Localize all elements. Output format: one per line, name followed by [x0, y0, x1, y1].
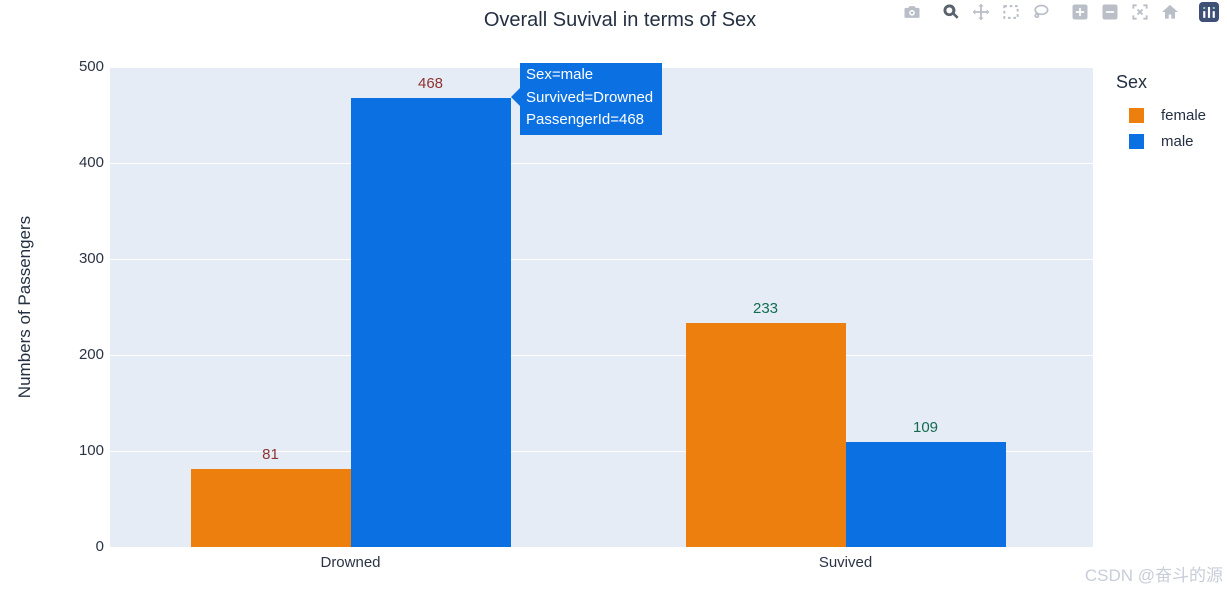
tooltip-line-survived: Survived=Drowned	[526, 88, 654, 106]
legend: Sex female male	[1114, 72, 1206, 154]
camera-icon[interactable]	[902, 2, 922, 22]
gridline	[110, 355, 1093, 356]
x-tick-label: Suvived	[818, 554, 873, 571]
reset-axes-home-icon[interactable]	[1160, 2, 1180, 22]
y-tick-label: 100	[78, 442, 104, 459]
bar-male-Suvived[interactable]	[845, 442, 1006, 547]
plotly-logo-icon[interactable]	[1199, 2, 1219, 22]
y-tick-label: 400	[78, 154, 104, 171]
modebar	[892, 2, 1219, 22]
legend-title: Sex	[1116, 72, 1148, 92]
legend-item-label: female	[1161, 106, 1207, 124]
bar-female-Drowned[interactable]	[190, 469, 351, 547]
autoscale-icon[interactable]	[1130, 2, 1150, 22]
tooltip-line-sex: Sex=male	[526, 66, 594, 83]
chart-title: Overall Suvival in terms of Sex	[483, 9, 757, 31]
zoom-in-icon[interactable]	[1070, 2, 1090, 22]
y-axis-title: Numbers of Passengers	[15, 215, 34, 399]
y-tick-label: 500	[78, 58, 104, 75]
x-tick-label: Drowned	[320, 554, 381, 571]
bar-value-label: 233	[752, 300, 779, 318]
legend-item-female[interactable]: female	[1114, 102, 1206, 128]
bar-female-Suvived[interactable]	[685, 323, 846, 547]
bar-value-label: 109	[912, 419, 939, 437]
pan-icon[interactable]	[971, 2, 991, 22]
bar-value-label: 81	[262, 446, 279, 464]
legend-item-male[interactable]: male	[1114, 128, 1206, 154]
zoom-icon[interactable]	[941, 2, 961, 22]
hover-tooltip: Sex=male Survived=Drowned PassengerId=46…	[511, 63, 663, 135]
zoom-out-icon[interactable]	[1100, 2, 1120, 22]
bar-male-Drowned[interactable]	[350, 97, 511, 547]
legend-swatch-male	[1129, 133, 1144, 149]
tooltip-arrow	[511, 88, 520, 106]
box-select-icon[interactable]	[1001, 2, 1021, 22]
gridline	[110, 451, 1093, 452]
csdn-watermark: CSDN @奋斗的源	[1084, 566, 1223, 585]
lasso-select-icon[interactable]	[1031, 2, 1051, 22]
gridline	[110, 163, 1093, 164]
y-tick-label: 300	[78, 250, 104, 267]
y-tick-label: 200	[78, 346, 104, 363]
legend-item-label: male	[1161, 132, 1194, 150]
legend-swatch-female	[1129, 107, 1144, 123]
y-tick-label: 0	[95, 538, 104, 555]
gridline	[110, 259, 1093, 260]
tooltip-line-passengerid: PassengerId=468	[526, 111, 645, 128]
bar-value-label: 468	[417, 74, 444, 92]
